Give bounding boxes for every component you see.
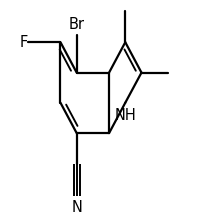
Text: NH: NH	[114, 108, 136, 123]
Text: Br: Br	[69, 17, 85, 32]
Text: F: F	[20, 35, 28, 50]
Text: N: N	[71, 199, 82, 215]
